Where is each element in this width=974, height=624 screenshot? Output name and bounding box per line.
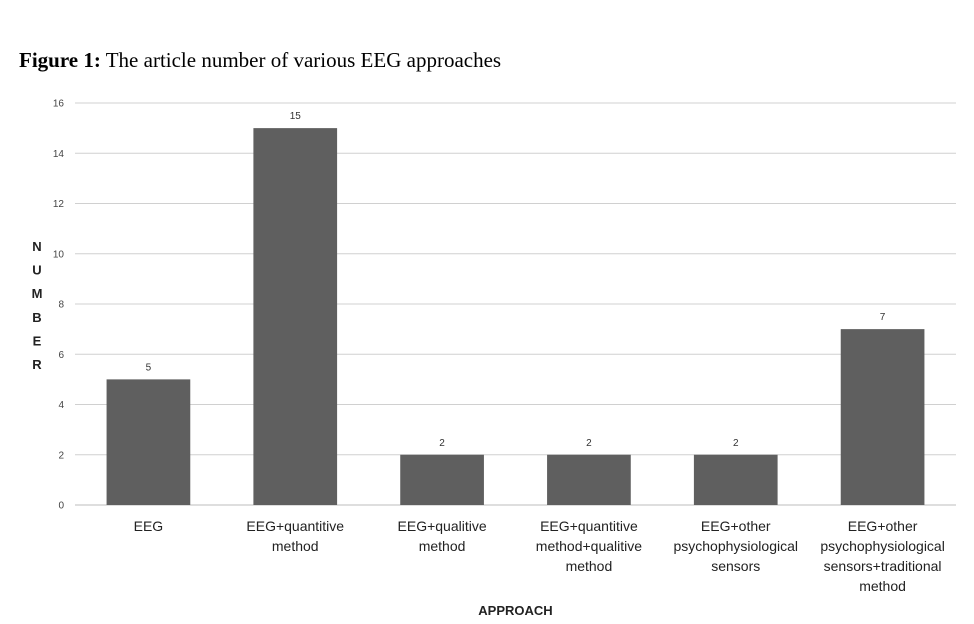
bar — [253, 128, 338, 505]
data-label: 2 — [586, 438, 592, 449]
y-tick-label: 6 — [58, 350, 64, 361]
y-tick-label: 12 — [53, 199, 65, 210]
data-label: 5 — [146, 362, 152, 373]
figure-title: The article number of various EEG approa… — [105, 48, 502, 72]
category-label: EEG+quantitive method+qualitive method — [536, 518, 642, 574]
bar — [106, 379, 191, 505]
y-tick-label: 16 — [53, 99, 65, 110]
figure-caption: Figure 1: The article number of various … — [19, 48, 501, 73]
category-label: EEG+other psychophysiological sensors+trad… — [820, 518, 945, 594]
category-label: EEG+quantitive method — [246, 518, 344, 554]
y-tick-label: 4 — [58, 400, 64, 411]
y-tick-labels: 0 2 4 6 8 10 12 14 16 — [53, 99, 65, 512]
y-tick-label: 10 — [53, 249, 65, 260]
bars — [106, 128, 925, 505]
x-axis-title: APPROACH — [478, 603, 552, 618]
grid-lines — [75, 102, 956, 506]
category-label: EEG+qualitive method — [398, 518, 487, 554]
category-label: EEG — [134, 518, 164, 534]
category-label: EEG+other psychophysiological sensors — [673, 518, 798, 574]
category-labels: EEG EEG+quantitive method EEG+qualitive meth… — [134, 518, 945, 594]
data-label: 15 — [290, 111, 302, 122]
data-label: 2 — [439, 438, 445, 449]
data-label: 2 — [733, 438, 739, 449]
bar — [840, 329, 925, 505]
y-tick-label: 0 — [58, 501, 64, 512]
y-tick-label: 2 — [58, 450, 64, 461]
bar — [547, 454, 631, 505]
y-tick-label: 8 — [58, 300, 64, 311]
data-label: 7 — [880, 312, 886, 323]
data-labels: 5 15 2 2 2 7 — [146, 111, 886, 449]
bar — [400, 454, 484, 505]
bar — [693, 454, 778, 505]
figure-label: Figure 1: — [19, 48, 101, 72]
y-tick-label: 14 — [53, 149, 65, 160]
